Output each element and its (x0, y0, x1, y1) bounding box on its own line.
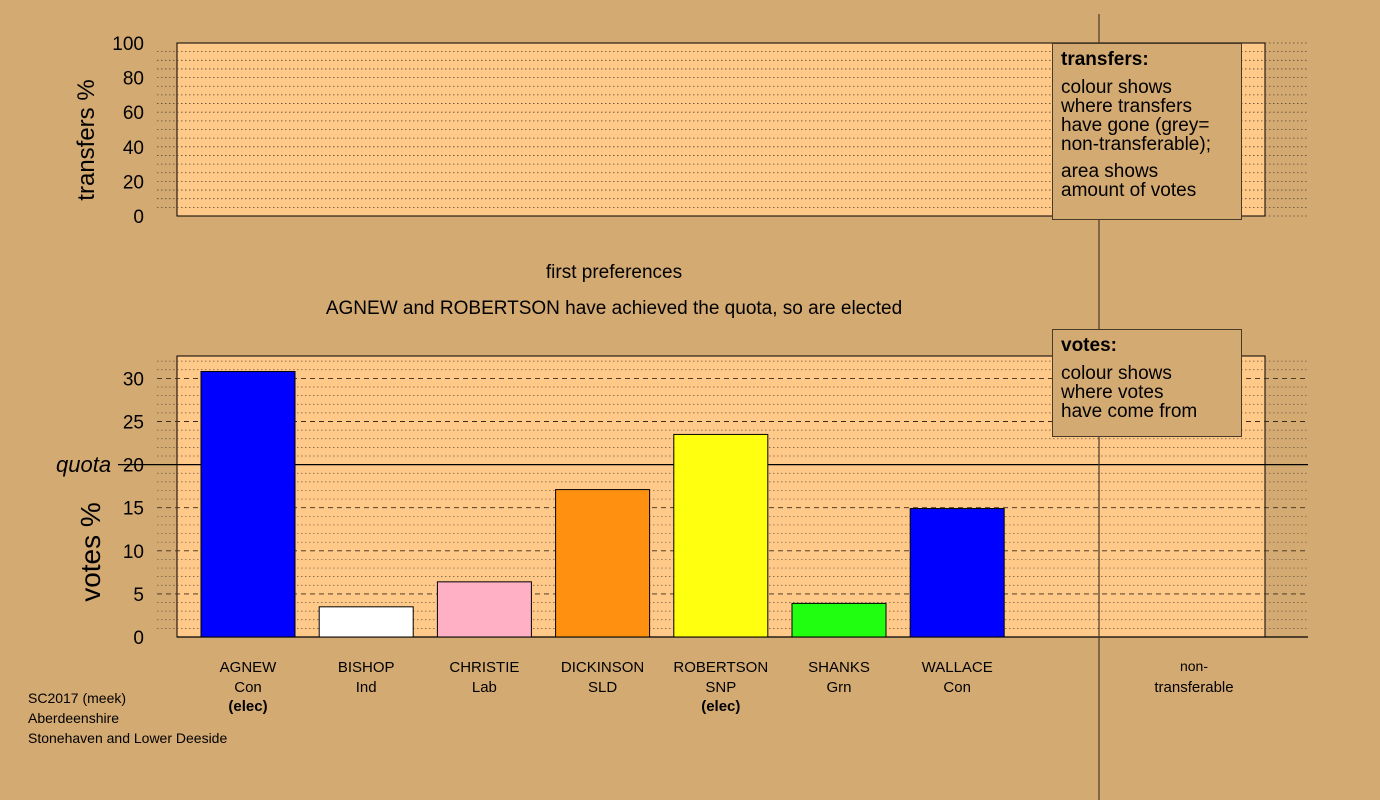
y-tick-label: 0 (133, 207, 144, 228)
candidate-name-label: DICKINSON (561, 659, 644, 676)
bar-bishop (318, 606, 414, 638)
candidate-name-label: SHANKS (808, 659, 870, 676)
y-tick-label: 30 (123, 369, 144, 390)
y-tick-label: 100 (112, 34, 144, 55)
candidate-party-label: Grn (826, 679, 851, 696)
bar-dickinson (555, 489, 651, 638)
bar-wallace (909, 508, 1005, 638)
chart-subtitle: first preferences (546, 262, 682, 283)
votes-legend-line: where votes (1061, 382, 1164, 403)
bar-christie (436, 581, 532, 638)
candidate-party-label: transferable (1154, 679, 1233, 696)
bar-robertson (673, 433, 769, 638)
transfers-gridlines (157, 42, 1308, 217)
candidate-party-label: SLD (588, 679, 617, 696)
candidate-name-label: ROBERTSON (673, 659, 768, 676)
transfers-legend-line: have gone (grey= (1061, 115, 1210, 136)
y-tick-label: 25 (123, 413, 144, 434)
y-tick-label: 0 (133, 628, 144, 649)
transfers-legend: transfers: colour shows where transfers … (1052, 43, 1242, 220)
votes-panel: 0 5 10 15 20 25 30 AGNEW Con (elec) BISHOP Ind CHRI… (56, 355, 1308, 715)
candidate-party-label: Lab (472, 679, 497, 696)
transfers-legend-line: where transfers (1061, 96, 1192, 117)
y-tick-label: 5 (133, 585, 144, 606)
votes-legend: votes: colour shows where votes have com… (1052, 329, 1242, 437)
y-tick-label: 60 (123, 103, 144, 124)
footer-method: SC2017 (meek) (28, 690, 127, 706)
chart-headline: AGNEW and ROBERTSON have achieved the qu… (326, 298, 902, 319)
candidate-party-label: Con (234, 679, 262, 696)
y-tick-label: 40 (123, 138, 144, 159)
y-tick-label: 80 (123, 69, 144, 90)
y-tick-label: 10 (123, 542, 144, 563)
votes-bars (200, 371, 1005, 638)
candidate-name-label: WALLACE (922, 659, 993, 676)
candidate-name-label: CHRISTIE (449, 659, 519, 676)
transfers-y-ticks: 0 20 40 60 80 100 (112, 34, 144, 228)
y-tick-label: 20 (123, 456, 144, 477)
candidate-name-label: non- (1180, 658, 1208, 674)
y-tick-label: 20 (123, 172, 144, 193)
candidate-party-label: Ind (356, 679, 377, 696)
quota-label: quota (56, 452, 111, 477)
candidate-labels: AGNEW Con (elec) BISHOP Ind CHRISTIE Lab DICKIN… (220, 658, 1234, 715)
votes-y-axis-label: votes % (75, 502, 106, 602)
votes-legend-line: have come from (1061, 401, 1198, 422)
votes-y-ticks: 0 5 10 15 20 25 30 (123, 369, 144, 649)
transfers-legend-line: amount of votes (1061, 180, 1197, 201)
y-tick-label: 15 (123, 499, 144, 520)
transfers-legend-line: non-transferable); (1061, 134, 1211, 155)
elected-note-label: (elec) (701, 698, 740, 715)
candidate-name-label: BISHOP (338, 659, 395, 676)
footer-council: Aberdeenshire (28, 710, 120, 726)
transfers-legend-title: transfers: (1061, 49, 1149, 70)
transfers-legend-line: colour shows (1061, 77, 1172, 98)
bar-agnew (200, 371, 296, 638)
transfers-legend-line: area shows (1061, 161, 1159, 182)
votes-legend-title: votes: (1061, 335, 1117, 356)
footer-ward: Stonehaven and Lower Deeside (28, 730, 228, 746)
transfers-y-axis-label: transfers % (73, 79, 100, 200)
elected-note-label: (elec) (228, 698, 267, 715)
candidate-party-label: SNP (705, 679, 736, 696)
bar-shanks (791, 602, 887, 638)
votes-legend-line: colour shows (1061, 363, 1172, 384)
candidate-name-label: AGNEW (220, 659, 278, 676)
candidate-party-label: Con (943, 679, 971, 696)
